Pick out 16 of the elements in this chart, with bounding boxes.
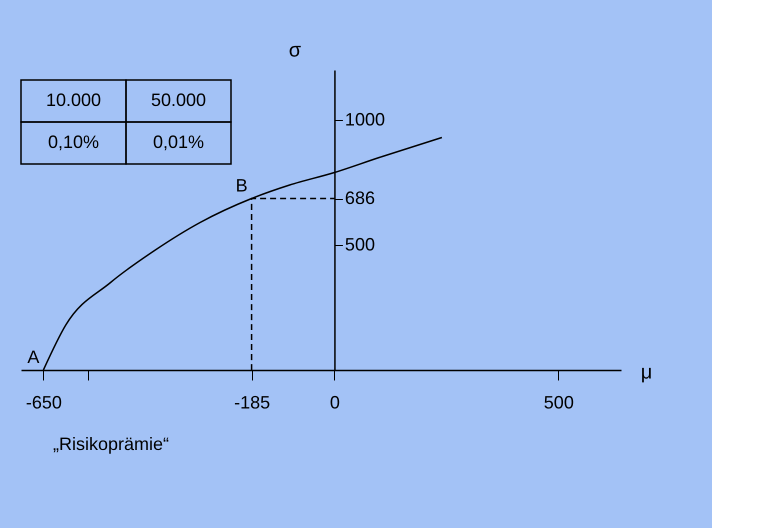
annotation: B bbox=[236, 176, 248, 196]
x-tick-label: 500 bbox=[544, 392, 574, 412]
y-tick-label: 1000 bbox=[344, 110, 385, 130]
y-axis-title: σ bbox=[288, 40, 302, 62]
annotation: 0,10% bbox=[48, 132, 100, 152]
x-tick-label: 0 bbox=[330, 392, 340, 412]
x-tick-label: -650 bbox=[26, 392, 62, 412]
x-axis-title: μ bbox=[640, 362, 652, 384]
annotation: 0,01% bbox=[152, 132, 204, 152]
y-tick-label: 686 bbox=[344, 188, 375, 208]
text: „Risikoprämie“ bbox=[52, 434, 170, 454]
annotation: A bbox=[27, 347, 40, 367]
x-tick-label: -185 bbox=[234, 392, 270, 412]
y-tick-label: 500 bbox=[344, 234, 375, 254]
annotation: 10.000 bbox=[46, 90, 102, 110]
annotation: 50.000 bbox=[150, 90, 206, 110]
